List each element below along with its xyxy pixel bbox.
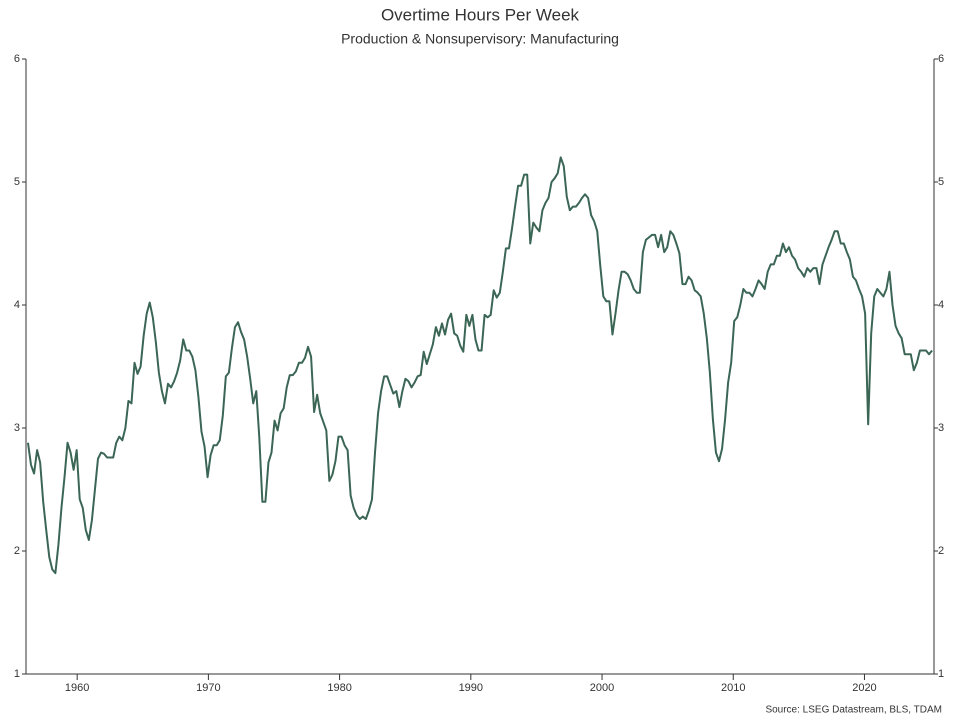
y-tick-label: 6	[14, 53, 20, 65]
source-note: Source: LSEG Datastream, BLS, TDAM	[765, 705, 942, 716]
data-line	[26, 156, 933, 575]
y2-tick-label: 3	[938, 422, 944, 434]
x-tick-label: 2000	[590, 682, 614, 694]
x-tick-label: 1970	[196, 682, 220, 694]
y2-tick-label: 4	[938, 299, 944, 311]
x-tick-label: 2020	[852, 682, 876, 694]
y2-tick-label: 5	[938, 176, 944, 188]
y2-tick-label: 1	[938, 668, 944, 680]
y-tick-label: 5	[14, 176, 20, 188]
chart-title: Overtime Hours Per Week	[381, 5, 580, 24]
x-tick-label: 1980	[327, 682, 351, 694]
y-tick-label: 2	[14, 545, 20, 557]
y-tick-label: 4	[14, 299, 20, 311]
x-tick-label: 1990	[459, 682, 483, 694]
y2-tick-label: 2	[938, 545, 944, 557]
y-tick-label: 1	[14, 668, 20, 680]
x-tick-label: 1960	[65, 682, 89, 694]
y2-tick-label: 6	[938, 53, 944, 65]
x-tick-label: 2010	[721, 682, 745, 694]
chart-subtitle: Production & Nonsupervisory: Manufacturi…	[341, 31, 619, 47]
y-tick-label: 3	[14, 422, 20, 434]
